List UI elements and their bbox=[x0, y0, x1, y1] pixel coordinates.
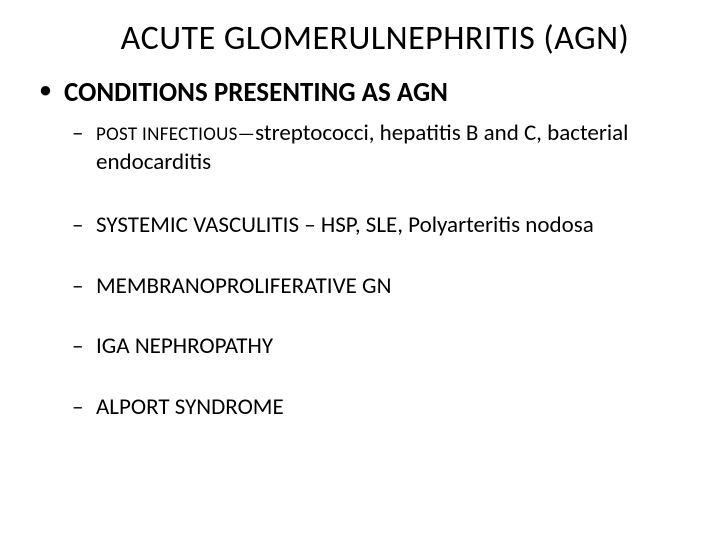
heading-level1: CONDITIONS PRESENTING AS AGN bbox=[40, 77, 680, 109]
slide: ACUTE GLOMERULNEPHRITIS (AGN) CONDITIONS… bbox=[0, 0, 720, 540]
list-item: IGA NEPHROPATHY bbox=[96, 332, 680, 361]
list-item-caps: POST INFECTIOUS— bbox=[96, 123, 255, 146]
list-item: POST INFECTIOUS—streptococci, hepatitis … bbox=[96, 119, 680, 177]
sublist: POST INFECTIOUS—streptococci, hepatitis … bbox=[40, 119, 680, 422]
list-item: ALPORT SYNDROME bbox=[96, 393, 680, 422]
slide-title: ACUTE GLOMERULNEPHRITIS (AGN) bbox=[40, 18, 680, 59]
list-item: SYSTEMIC VASCULITIS – HSP, SLE, Polyarte… bbox=[96, 211, 680, 240]
list-item: MEMBRANOPROLIFERATIVE GN bbox=[96, 272, 680, 301]
